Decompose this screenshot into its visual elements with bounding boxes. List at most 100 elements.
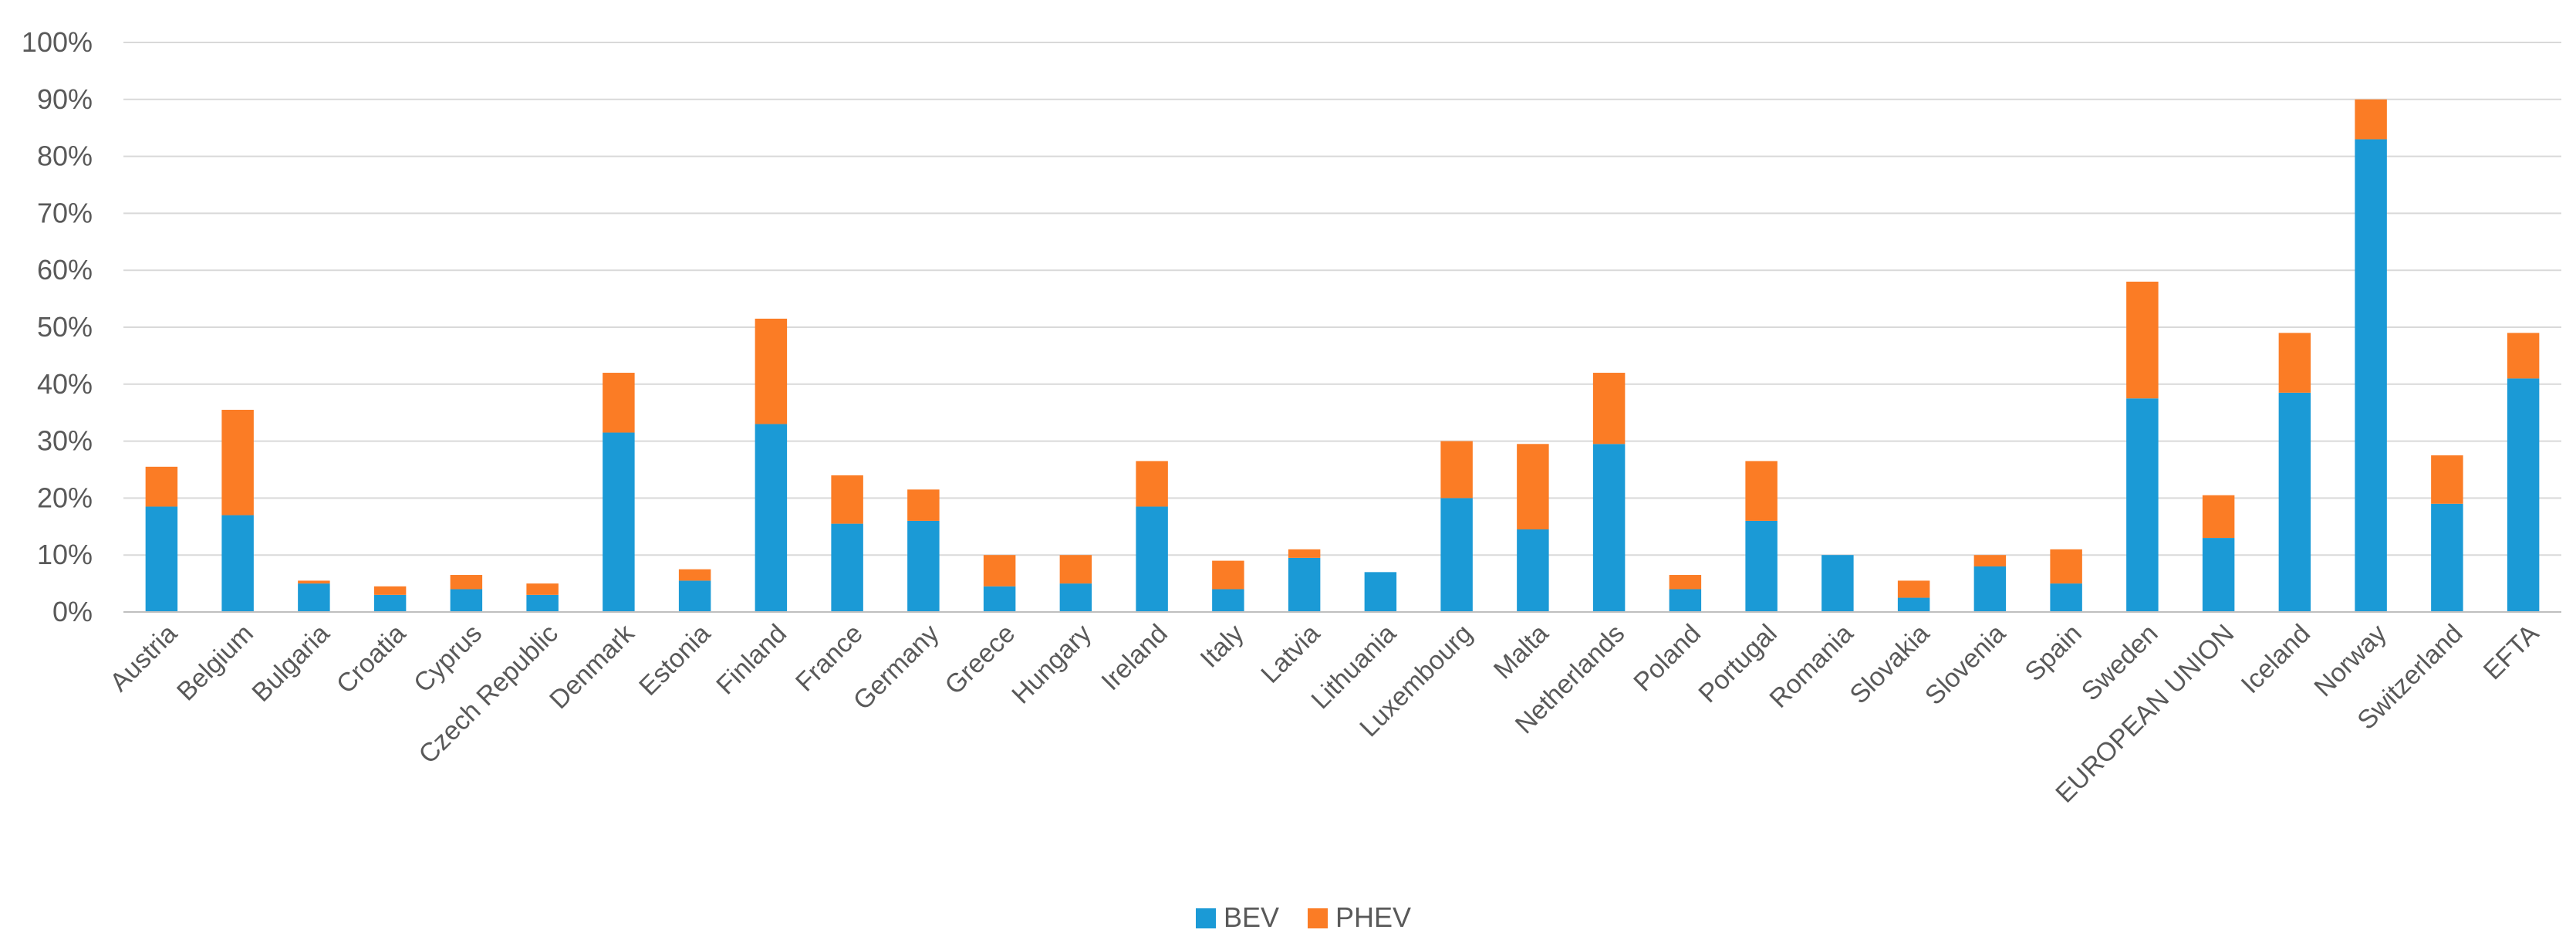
bar-phev-belgium [221, 410, 254, 516]
bar-phev-sweden [2126, 281, 2159, 399]
bar-bev-france [831, 523, 863, 612]
bar-bev-romania [1821, 555, 1854, 612]
gridlines [123, 42, 2561, 556]
bar-phev-european-union [2202, 495, 2235, 539]
bar-bev-portugal [1745, 520, 1778, 612]
bar-bev-austria [145, 506, 178, 612]
x-tick-label: Denmark [544, 618, 640, 715]
bar-phev-greece [983, 555, 1016, 587]
y-tick-label: 30% [37, 425, 93, 457]
x-tick-label: Belgium [171, 619, 259, 707]
legend-label: BEV [1224, 901, 1279, 933]
bar-bev-spain [2050, 583, 2082, 612]
x-tick-label: Latvia [1255, 619, 1325, 689]
bar-bev-hungary [1059, 583, 1092, 612]
bar-phev-finland [755, 318, 788, 424]
legend-swatch [1196, 908, 1216, 928]
y-tick-label: 10% [37, 539, 93, 570]
bar-bev-european-union [2202, 538, 2235, 612]
bar-bev-norway [2355, 139, 2387, 612]
bar-bev-estonia [678, 580, 711, 612]
bar-phev-bulgaria [298, 580, 330, 584]
x-tick-label: Spain [2019, 619, 2087, 687]
bar-bev-ireland [1136, 506, 1168, 612]
y-tick-label: 100% [22, 26, 93, 58]
bar-phev-portugal [1745, 461, 1778, 521]
y-tick-label: 80% [37, 140, 93, 172]
x-tick-label: Ireland [1096, 619, 1173, 696]
bar-bev-czech-republic [526, 594, 559, 612]
bar-bev-bulgaria [298, 583, 330, 612]
bar-bev-denmark [603, 432, 635, 612]
x-tick-label: Slovakia [1845, 619, 1936, 710]
x-tick-label: Slovenia [1919, 619, 2011, 711]
x-tick-label: Romania [1764, 619, 1859, 714]
x-tick-label: Iceland [2236, 619, 2316, 699]
y-tick-label: 60% [37, 254, 93, 286]
y-tick-label: 70% [37, 197, 93, 228]
x-tick-label: Italy [1195, 619, 1250, 674]
x-tick-label: Bulgaria [246, 619, 335, 708]
bar-phev-germany [907, 489, 940, 521]
x-tick-label: Finland [711, 619, 792, 701]
bar-phev-switzerland [2431, 455, 2463, 504]
bar-phev-czech-republic [526, 583, 559, 595]
x-tick-label: Czech Republic [414, 619, 564, 769]
y-tick-label: 0% [52, 596, 93, 627]
x-tick-label: Malta [1488, 619, 1555, 685]
legend-item-phev: PHEV [1308, 901, 1411, 933]
bar-bev-slovenia [1973, 566, 2007, 612]
bar-bev-italy [1212, 589, 1244, 612]
y-tick-label: 40% [37, 368, 93, 400]
bar-bev-finland [755, 424, 788, 612]
bar-phev-italy [1212, 560, 1244, 590]
bar-bev-cyprus [450, 589, 483, 612]
bar-bev-greece [983, 586, 1016, 612]
bar-phev-poland [1669, 575, 1702, 590]
x-tick-label: EFTA [2478, 619, 2545, 686]
legend-label: PHEV [1335, 901, 1411, 933]
bar-phev-slovakia [1897, 580, 1930, 598]
x-tick-label: Croatia [331, 619, 411, 699]
bar-bev-slovakia [1897, 597, 1930, 612]
bar-bev-poland [1669, 589, 1702, 612]
bar-bev-netherlands [1592, 444, 1626, 612]
y-tick-label: 50% [37, 311, 93, 343]
bar-phev-luxembourg [1440, 441, 1473, 499]
bar-phev-latvia [1288, 549, 1321, 558]
y-tick-label: 90% [37, 83, 93, 115]
bar-phev-norway [2355, 99, 2387, 140]
bar-bev-lithuania [1364, 572, 1397, 612]
bar-phev-cyprus [450, 575, 483, 590]
bar-phev-austria [145, 466, 178, 507]
bar-phev-denmark [603, 373, 635, 433]
bar-bev-malta [1517, 529, 1549, 612]
bar-bev-sweden [2126, 398, 2159, 612]
legend-swatch [1308, 908, 1328, 928]
bar-phev-hungary [1059, 555, 1092, 584]
bar-phev-croatia [373, 586, 407, 595]
bar-bev-croatia [373, 594, 407, 612]
y-axis-ticks: 0% 10% 20% 30% 40% 50% 60% 70% 80% 90% 100% [22, 26, 93, 627]
bar-bev-switzerland [2431, 503, 2463, 612]
bar-phev-ireland [1136, 461, 1168, 507]
y-tick-label: 20% [37, 482, 93, 513]
bar-bev-germany [907, 520, 940, 612]
bar-phev-iceland [2278, 333, 2311, 393]
bar-bev-luxembourg [1440, 498, 1473, 612]
bar-phev-estonia [678, 569, 711, 581]
bar-bev-latvia [1288, 557, 1321, 612]
bar-bev-iceland [2278, 392, 2311, 612]
bar-phev-slovenia [1973, 555, 2007, 566]
legend: BEV PHEV [1196, 901, 1411, 933]
bar-phev-france [831, 475, 863, 524]
x-axis-ticks: AustriaBelgiumBulgariaCroatiaCyprusCzech… [104, 618, 2544, 809]
x-tick-label: Estonia [633, 619, 716, 702]
legend-item-bev: BEV [1196, 901, 1279, 933]
bar-phev-spain [2050, 549, 2082, 584]
bar-phev-efta [2507, 333, 2540, 379]
x-tick-label: Hungary [1006, 619, 1097, 710]
bar-phev-malta [1517, 444, 1549, 529]
